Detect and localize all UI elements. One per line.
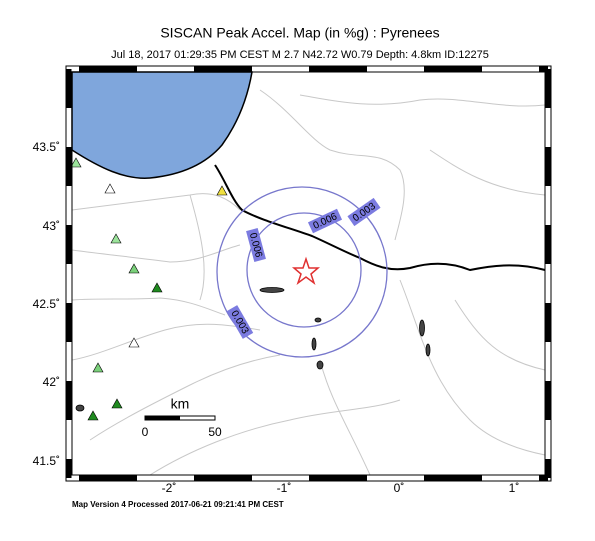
contour-outer	[216, 186, 388, 358]
lon-label: 0˚	[394, 481, 405, 495]
map-frame	[65, 65, 552, 482]
rivers	[71, 89, 546, 476]
scale-unit: km	[171, 396, 190, 412]
contour-inner	[246, 212, 362, 328]
contour-label-box	[307, 208, 343, 234]
lat-label: 42˚	[43, 375, 60, 389]
map-area	[70, 71, 546, 476]
contour-label-box	[246, 227, 266, 263]
lon-label: 1˚	[509, 481, 520, 495]
contour-label-box	[347, 197, 381, 227]
lon-label: -2˚	[162, 481, 177, 495]
epicenter	[291, 256, 321, 286]
lat-label: 43˚	[43, 219, 60, 233]
map-subtitle: Jul 18, 2017 01:29:35 PM CEST M 2.7 N42.…	[111, 49, 489, 61]
stations	[70, 157, 228, 421]
lat-label: 42.5˚	[33, 297, 60, 311]
lat-label: 43.5˚	[33, 140, 60, 154]
sea	[71, 71, 253, 179]
scale-start: 0	[142, 425, 149, 439]
lon-label: -1˚	[277, 481, 292, 495]
map-title: SISCAN Peak Accel. Map (in %g) : Pyrenee…	[160, 25, 439, 41]
footer: Map Version 4 Processed 2017-06-21 09:21…	[72, 500, 284, 509]
scale-end: 50	[208, 425, 222, 439]
lakes	[75, 287, 431, 412]
lat-label: 41.5˚	[33, 454, 60, 468]
contour-label-box	[226, 305, 254, 339]
scale-bar: km 0 50	[142, 396, 222, 439]
